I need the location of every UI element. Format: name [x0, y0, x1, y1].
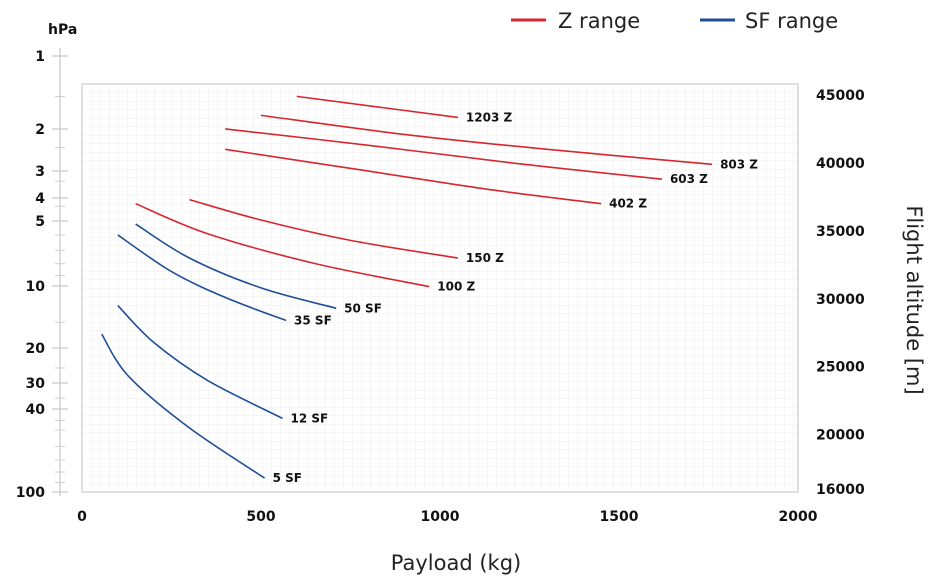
right-tick-label: 40000	[816, 156, 865, 172]
curve-803-z	[260, 114, 713, 166]
curve-1203-z	[296, 95, 459, 119]
left-tick-label: 2	[35, 122, 45, 138]
x-axis-title: Payload (kg)	[391, 551, 521, 575]
x-axis-tick-labels: 0 500 1000 1500 2000	[77, 509, 818, 525]
left-tick-label: 10	[26, 279, 46, 295]
curve-label: 100 Z	[437, 280, 475, 294]
right-axis-tick-labels: 45000 40000 35000 30000 25000 20000 16000	[816, 88, 865, 498]
plot-area	[81, 83, 799, 493]
curve-150-z	[189, 198, 459, 259]
right-tick-label: 20000	[816, 428, 865, 444]
x-tick-label: 2000	[779, 509, 818, 525]
x-tick-label: 0	[77, 509, 87, 525]
left-tick-label: 1	[35, 49, 45, 65]
left-tick-label: 20	[26, 341, 46, 357]
curve-label: 150 Z	[466, 251, 504, 265]
right-tick-label: 25000	[816, 360, 865, 376]
left-tick-label: 100	[16, 485, 45, 501]
right-tick-label: 30000	[816, 292, 865, 308]
left-tick-label: 30	[26, 376, 46, 392]
left-tick-label: 40	[26, 402, 46, 418]
curve-label: 803 Z	[720, 157, 758, 171]
curve-label: 402 Z	[609, 197, 647, 211]
right-tick-label: 45000	[816, 88, 865, 104]
left-tick-label: 3	[35, 164, 45, 180]
x-tick-label: 1500	[600, 509, 639, 525]
curves: 1203 Z 803 Z 603 Z 402 Z 150 Z 100 Z 50 SF 35 S…	[101, 95, 758, 485]
curve-label: 35 SF	[294, 314, 332, 328]
curve-5-sf	[101, 333, 266, 479]
curve-label: 1203 Z	[466, 110, 513, 124]
y-axis-title-right: Flight altitude [m]	[902, 205, 926, 394]
left-tick-label: 4	[35, 191, 45, 207]
legend-label: SF range	[745, 9, 838, 33]
x-tick-label: 1000	[421, 509, 460, 525]
curve-label: 603 Z	[670, 172, 708, 186]
legend: Z range SF range	[511, 9, 838, 33]
curve-50-sf	[135, 223, 337, 310]
right-tick-label: 16000	[816, 482, 865, 498]
left-axis: 1 2 3 4 5 10 20 30 40 100 hPa	[16, 22, 78, 501]
right-tick-label: 35000	[816, 224, 865, 240]
curve-label: 5 SF	[273, 471, 302, 485]
x-tick-label: 500	[246, 509, 275, 525]
curve-35-sf	[117, 234, 287, 322]
curve-100-z	[135, 202, 430, 288]
left-axis-tick-labels: 1 2 3 4 5 10 20 30 40 100	[16, 49, 45, 501]
left-axis-unit: hPa	[48, 22, 77, 38]
legend-label: Z range	[558, 9, 640, 33]
curve-label: 50 SF	[344, 301, 382, 315]
curve-12-sf	[117, 305, 283, 420]
curve-402-z	[225, 148, 602, 205]
left-axis-minor-ticks	[52, 55, 68, 493]
left-tick-label: 5	[35, 214, 45, 230]
curve-label: 12 SF	[290, 411, 328, 425]
curve-603-z	[225, 128, 663, 180]
